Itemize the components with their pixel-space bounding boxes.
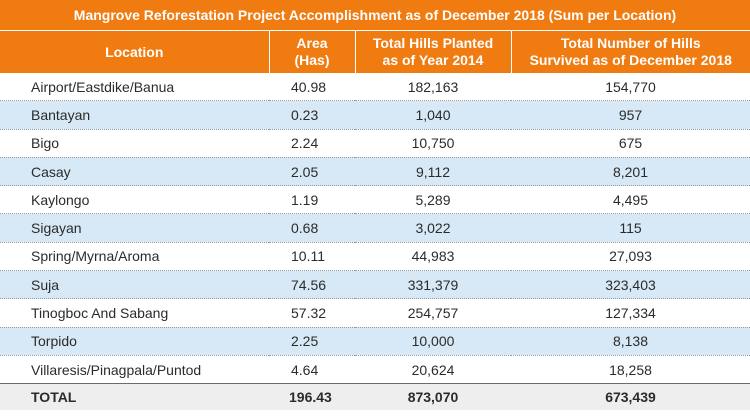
cell-location: Villaresis/Pinagpala/Puntod (0, 355, 269, 385)
cell-location: Suja (0, 270, 269, 300)
cell-location: Casay (0, 157, 269, 187)
cell-area: 2.05 (269, 157, 355, 187)
cell-location: Torpido (0, 327, 269, 356)
cell-area: 4.64 (269, 355, 355, 385)
cell-hills-survived: 27,093 (511, 242, 750, 272)
cell-hills-survived: 18,258 (511, 355, 750, 385)
table-row: Airport/Eastdike/Banua 40.98 182,163 154,77… (0, 73, 750, 102)
cell-area: 10.11 (269, 242, 355, 272)
cell-location: Tinogboc And Sabang (0, 298, 269, 328)
cell-area: 57.32 (269, 298, 355, 328)
cell-hills-planted: 44,983 (355, 242, 511, 272)
cell-hills-planted: 182,163 (355, 73, 511, 102)
cell-hills-planted: 254,757 (355, 298, 511, 328)
cell-hills-planted: 1,040 (355, 100, 511, 130)
cell-location: Airport/Eastdike/Banua (0, 73, 269, 102)
cell-hills-survived: 8,138 (511, 327, 750, 356)
cell-location: Sigayan (0, 213, 269, 243)
table-row: Villaresis/Pinagpala/Puntod 4.64 20,624 18,… (0, 355, 750, 385)
accomplishment-table: Location Area (Has) Total Hills Planted … (0, 31, 750, 411)
table-row: Sigayan 0.68 3,022 115 (0, 213, 750, 243)
cell-location: Spring/Myrna/Aroma (0, 242, 269, 272)
cell-location: Bantayan (0, 100, 269, 130)
total-area: 196.43 (269, 383, 355, 411)
header-location: Location (0, 31, 270, 73)
table-row: Bantayan 0.23 1,040 957 (0, 100, 750, 130)
cell-location: Bigo (0, 129, 269, 158)
header-row: Location Area (Has) Total Hills Planted … (0, 31, 750, 73)
cell-hills-planted: 5,289 (355, 185, 511, 215)
table-row: Bigo 2.24 10,750 675 (0, 129, 750, 158)
cell-hills-planted: 10,000 (355, 327, 511, 356)
cell-area: 74.56 (269, 270, 355, 300)
cell-hills-planted: 3,022 (355, 213, 511, 243)
total-row: TOTAL 196.43 873,070 673,439 (0, 383, 750, 411)
cell-hills-survived: 154,770 (511, 73, 750, 102)
cell-area: 0.68 (269, 213, 355, 243)
cell-area: 1.19 (269, 185, 355, 215)
cell-area: 2.24 (269, 129, 355, 158)
cell-hills-planted: 9,112 (355, 157, 511, 187)
cell-hills-survived: 8,201 (511, 157, 750, 187)
cell-hills-planted: 20,624 (355, 355, 511, 385)
cell-hills-survived: 323,403 (511, 270, 750, 300)
header-area: Area (Has) (269, 31, 356, 73)
cell-hills-survived: 127,334 (511, 298, 750, 328)
table-title: Mangrove Reforestation Project Accomplis… (0, 0, 750, 31)
cell-area: 40.98 (269, 73, 355, 102)
cell-hills-survived: 675 (511, 129, 750, 158)
table-row: Torpido 2.25 10,000 8,138 (0, 327, 750, 356)
table-row: Kaylongo 1.19 5,289 4,495 (0, 185, 750, 215)
table-row: Suja 74.56 331,379 323,403 (0, 270, 750, 300)
cell-area: 0.23 (269, 100, 355, 130)
table-row: Tinogboc And Sabang 57.32 254,757 127,334 (0, 298, 750, 328)
total-survived: 673,439 (511, 383, 750, 411)
cell-hills-planted: 10,750 (355, 129, 511, 158)
cell-hills-survived: 115 (511, 213, 750, 243)
cell-area: 2.25 (269, 327, 355, 356)
total-planted: 873,070 (355, 383, 511, 411)
cell-hills-survived: 957 (511, 100, 750, 130)
cell-location: Kaylongo (0, 185, 269, 215)
table-row: Casay 2.05 9,112 8,201 (0, 157, 750, 187)
cell-hills-survived: 4,495 (511, 185, 750, 215)
total-label: TOTAL (0, 383, 269, 411)
header-hills-planted: Total Hills Planted as of Year 2014 (355, 31, 512, 73)
cell-hills-planted: 331,379 (355, 270, 511, 300)
table-row: Spring/Myrna/Aroma 10.11 44,983 27,093 (0, 242, 750, 272)
header-hills-survived: Total Number of Hills Survived as of Dec… (511, 31, 750, 73)
